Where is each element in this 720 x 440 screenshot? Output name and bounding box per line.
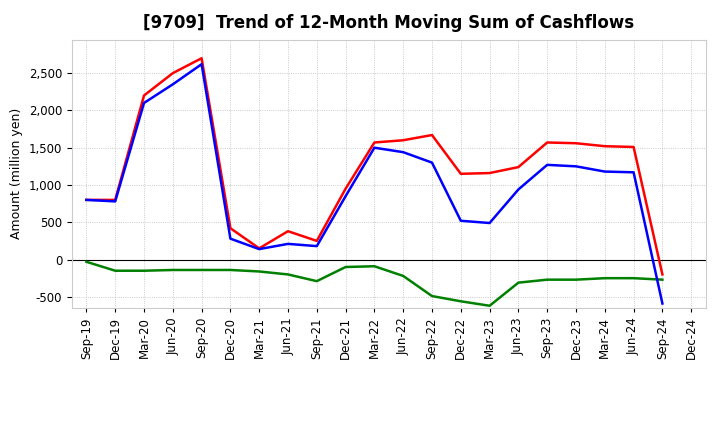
Free Cashflow: [111, 199, 120, 204]
Operating Cashflow: [658, 272, 667, 277]
Free Cashflow: [629, 170, 638, 175]
Operating Cashflow: [140, 93, 148, 98]
Free Cashflow: [572, 164, 580, 169]
Investing Cashflow: [543, 277, 552, 282]
Investing Cashflow: [82, 259, 91, 264]
Investing Cashflow: [600, 275, 609, 281]
Free Cashflow: [399, 150, 408, 155]
Investing Cashflow: [485, 303, 494, 308]
Free Cashflow: [341, 194, 350, 199]
Investing Cashflow: [197, 268, 206, 273]
Line: Free Cashflow: Free Cashflow: [86, 64, 662, 304]
Operating Cashflow: [197, 55, 206, 61]
Operating Cashflow: [572, 141, 580, 146]
Operating Cashflow: [428, 132, 436, 138]
Free Cashflow: [284, 241, 292, 246]
Investing Cashflow: [284, 272, 292, 277]
Free Cashflow: [197, 62, 206, 67]
Investing Cashflow: [514, 280, 523, 285]
Investing Cashflow: [140, 268, 148, 273]
Operating Cashflow: [629, 144, 638, 150]
Investing Cashflow: [428, 293, 436, 299]
Investing Cashflow: [226, 268, 235, 273]
Operating Cashflow: [543, 140, 552, 145]
Investing Cashflow: [111, 268, 120, 273]
Free Cashflow: [485, 220, 494, 226]
Operating Cashflow: [399, 138, 408, 143]
Free Cashflow: [255, 246, 264, 252]
Operating Cashflow: [456, 171, 465, 176]
Operating Cashflow: [111, 197, 120, 202]
Free Cashflow: [600, 169, 609, 174]
Free Cashflow: [140, 100, 148, 106]
Operating Cashflow: [312, 238, 321, 244]
Operating Cashflow: [168, 70, 177, 76]
Title: [9709]  Trend of 12-Month Moving Sum of Cashflows: [9709] Trend of 12-Month Moving Sum of C…: [143, 15, 634, 33]
Investing Cashflow: [456, 299, 465, 304]
Free Cashflow: [168, 82, 177, 87]
Free Cashflow: [312, 243, 321, 249]
Y-axis label: Amount (million yen): Amount (million yen): [10, 108, 23, 239]
Investing Cashflow: [370, 264, 379, 269]
Line: Investing Cashflow: Investing Cashflow: [86, 262, 662, 306]
Line: Operating Cashflow: Operating Cashflow: [86, 58, 662, 275]
Free Cashflow: [226, 236, 235, 241]
Investing Cashflow: [312, 279, 321, 284]
Operating Cashflow: [82, 197, 91, 202]
Operating Cashflow: [226, 226, 235, 231]
Free Cashflow: [658, 301, 667, 306]
Free Cashflow: [428, 160, 436, 165]
Investing Cashflow: [341, 264, 350, 270]
Investing Cashflow: [399, 273, 408, 279]
Free Cashflow: [370, 145, 379, 150]
Free Cashflow: [82, 197, 91, 202]
Operating Cashflow: [485, 170, 494, 176]
Investing Cashflow: [658, 277, 667, 282]
Operating Cashflow: [284, 228, 292, 234]
Investing Cashflow: [255, 269, 264, 274]
Operating Cashflow: [255, 246, 264, 251]
Investing Cashflow: [629, 275, 638, 281]
Free Cashflow: [543, 162, 552, 168]
Operating Cashflow: [514, 165, 523, 170]
Operating Cashflow: [341, 186, 350, 191]
Free Cashflow: [514, 187, 523, 192]
Investing Cashflow: [572, 277, 580, 282]
Operating Cashflow: [600, 143, 609, 149]
Operating Cashflow: [370, 140, 379, 145]
Investing Cashflow: [168, 268, 177, 273]
Free Cashflow: [456, 218, 465, 224]
